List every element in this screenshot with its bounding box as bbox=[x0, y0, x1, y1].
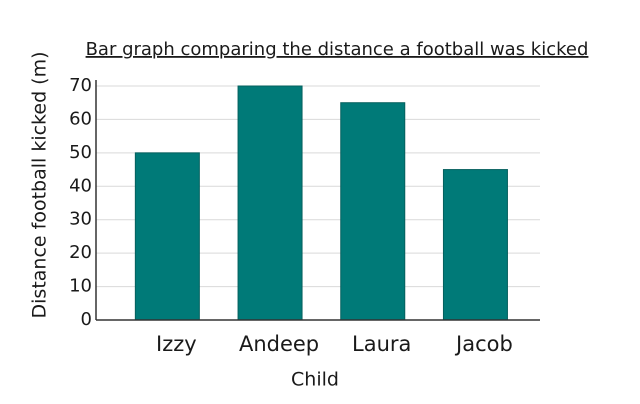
y-axis-label: Distance football kicked (m) bbox=[29, 52, 51, 319]
bar bbox=[442, 169, 508, 321]
bar bbox=[340, 102, 406, 321]
y-tick-label: 40 bbox=[69, 175, 92, 196]
chart-title: Bar graph comparing the distance a footb… bbox=[86, 39, 589, 60]
y-tick-label: 70 bbox=[69, 75, 92, 96]
y-tick-label: 30 bbox=[69, 209, 92, 230]
x-tick-label: Laura bbox=[352, 332, 411, 356]
y-tick-label: 20 bbox=[69, 242, 92, 263]
bar bbox=[237, 85, 303, 321]
y-tick-label: 60 bbox=[69, 108, 92, 129]
y-tick-label: 10 bbox=[69, 276, 92, 297]
x-tick-label: Izzy bbox=[156, 332, 197, 356]
bar bbox=[134, 152, 200, 321]
x-axis-label: Child bbox=[291, 369, 339, 391]
x-tick-label: Andeep bbox=[239, 332, 319, 356]
y-tick-label: 0 bbox=[81, 309, 92, 330]
x-tick-label: Jacob bbox=[454, 332, 513, 356]
y-tick-label: 50 bbox=[69, 142, 92, 163]
